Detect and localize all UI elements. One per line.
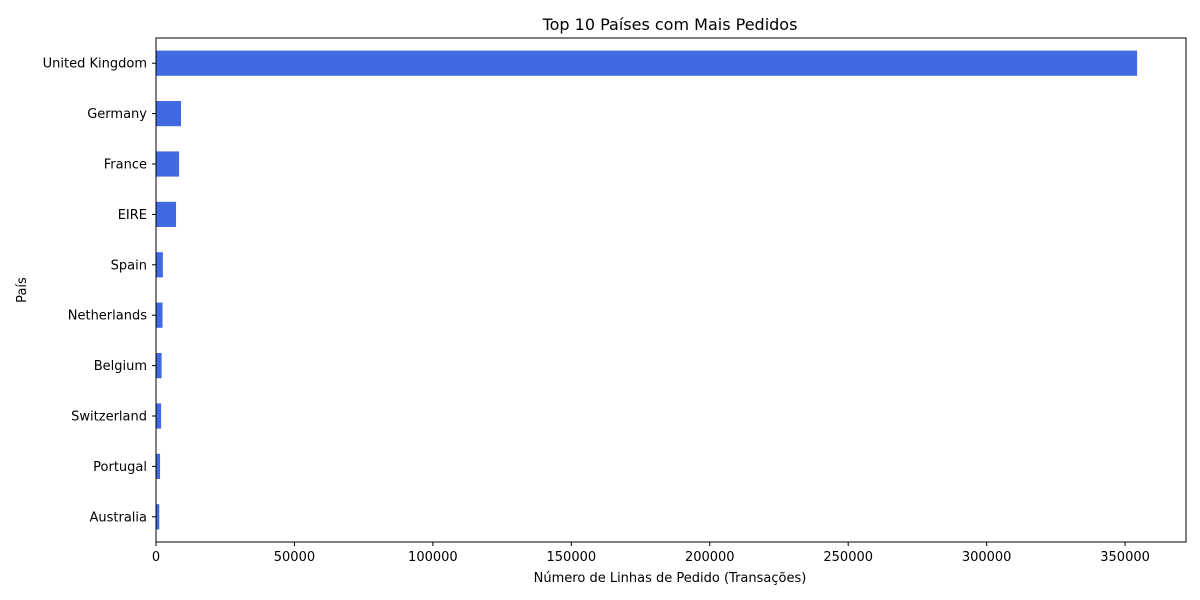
- x-tick-label: 200000: [685, 550, 735, 565]
- y-tick-label: Belgium: [94, 359, 147, 374]
- x-tick-label: 50000: [274, 550, 315, 565]
- y-tick-label: Germany: [87, 107, 147, 122]
- bar-germany: [156, 101, 182, 127]
- x-tick-label: 0: [152, 550, 160, 565]
- bar-united-kingdom: [156, 50, 1138, 76]
- x-axis-ticks: 0 50000 100000 150000 200000 250000 300000 3500…: [152, 542, 1150, 565]
- bars-group: [156, 50, 1138, 530]
- bar-portugal: [156, 453, 161, 479]
- y-tick-label: Spain: [111, 258, 147, 273]
- bar-netherlands: [156, 302, 163, 328]
- y-tick-label: Switzerland: [71, 410, 147, 425]
- x-tick-label: 100000: [408, 550, 458, 565]
- x-tick-label: 300000: [962, 550, 1012, 565]
- y-tick-label: United Kingdom: [43, 57, 147, 72]
- x-axis-label: Número de Linhas de Pedido (Transações): [534, 571, 807, 586]
- bar-spain: [156, 252, 163, 278]
- x-tick-label: 150000: [547, 550, 597, 565]
- x-tick-label: 250000: [823, 550, 873, 565]
- x-tick-label: 350000: [1100, 550, 1150, 565]
- y-tick-label: France: [104, 158, 147, 173]
- chart-title: Top 10 Países com Mais Pedidos: [542, 15, 798, 34]
- y-tick-label: Netherlands: [68, 309, 147, 324]
- y-axis-label: País: [15, 277, 30, 303]
- bar-australia: [156, 504, 160, 530]
- bar-belgium: [156, 353, 162, 379]
- y-tick-label: Australia: [89, 510, 147, 525]
- bar-eire: [156, 201, 177, 227]
- plot-frame: [155, 37, 1187, 543]
- y-axis-ticks: United Kingdom Germany France EIRE Spain Neth…: [43, 57, 156, 525]
- y-tick-label: Portugal: [93, 460, 147, 475]
- y-tick-label: EIRE: [118, 208, 147, 223]
- bar-switzerland: [156, 403, 162, 429]
- bar-france: [156, 151, 180, 177]
